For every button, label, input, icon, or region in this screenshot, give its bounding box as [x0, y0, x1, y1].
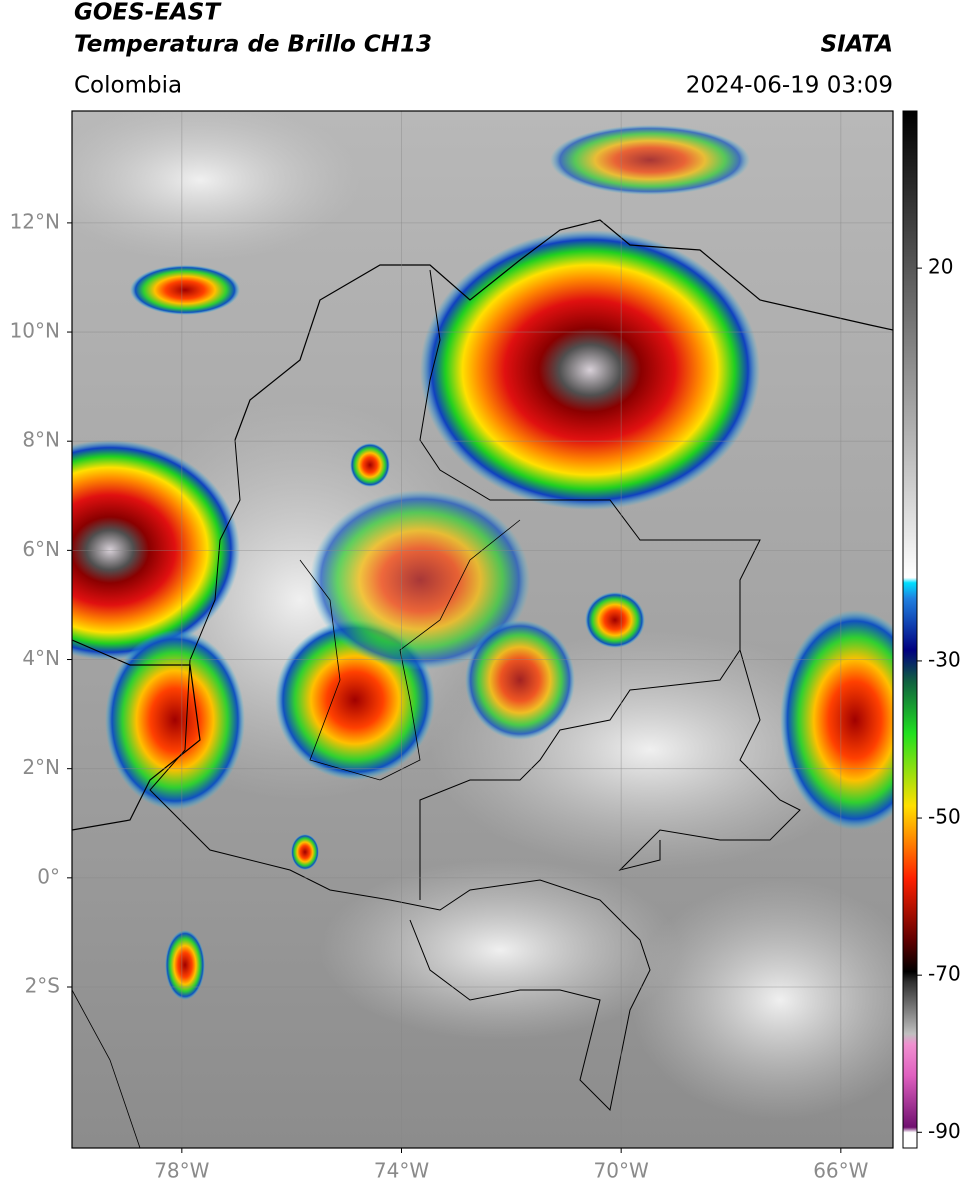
storm: [130, 265, 240, 315]
lat-tick-label: 8°N: [22, 428, 60, 452]
lon-tick-label: 70°W: [594, 1159, 649, 1183]
colorbar-tick-label: -70: [928, 962, 961, 986]
satellite-title: GOES-EAST: [74, 0, 222, 26]
lon-tick-label: 74°W: [374, 1159, 429, 1183]
map-frame: [71, 110, 894, 1149]
product-title: Temperatura de Brillo CH13: [74, 32, 432, 58]
lon-tick-label: 66°W: [813, 1159, 868, 1183]
datetime: 2024-06-19 03:09: [686, 73, 893, 99]
lat-tick-label: 2°N: [22, 755, 60, 779]
storm: [420, 230, 760, 510]
border: [419, 269, 761, 900]
coastline: [234, 219, 893, 441]
border: [618, 649, 801, 871]
storm: [550, 125, 750, 195]
storm: [585, 592, 645, 648]
lat-tick-label: 12°N: [10, 209, 60, 233]
lat-tick-label: 6°N: [22, 537, 60, 561]
coastline: [72, 639, 201, 831]
border: [149, 439, 651, 1112]
coastline: [72, 989, 141, 1148]
lat-tick-label: 0°: [37, 864, 60, 888]
cloud: [72, 111, 360, 260]
satellite-image: [72, 111, 893, 1148]
lat-tick-label: 4°N: [22, 646, 60, 670]
colorbar-tick-label: -30: [928, 647, 961, 671]
region: Colombia: [74, 73, 182, 99]
lon-tick-label: 78°W: [154, 1159, 209, 1183]
storm: [165, 930, 205, 1000]
storm: [350, 443, 390, 487]
colorbar-tick-label: -50: [928, 805, 961, 829]
graticule: [72, 111, 893, 1148]
storm: [310, 490, 530, 670]
cloud: [320, 860, 680, 1040]
lat-tick-label: 10°N: [10, 319, 60, 343]
border: [299, 519, 521, 781]
colorbar-tick-label: -90: [928, 1119, 961, 1143]
agency: SIATA: [821, 32, 893, 58]
colorbar: [902, 110, 918, 1149]
colorbar-tick-label: 20: [928, 255, 953, 279]
storm: [780, 610, 893, 830]
storm: [105, 630, 245, 810]
storm: [291, 834, 319, 870]
storm: [465, 620, 575, 740]
lat-tick-label: 2°S: [25, 973, 60, 997]
cloud: [630, 880, 893, 1120]
